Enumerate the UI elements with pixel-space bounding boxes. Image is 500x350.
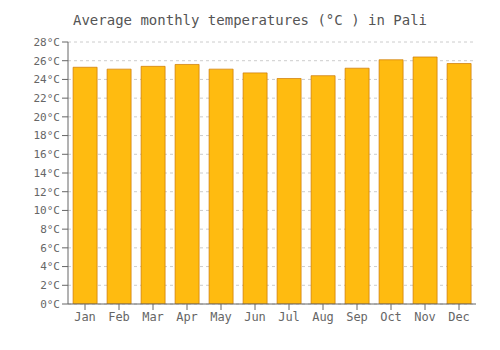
html-text:Average monthly temperatures (: Average monthly temperatures (°C ) in Pa… [73, 12, 427, 28]
svg-text:Jul: Jul [278, 310, 300, 324]
svg-text:4°C: 4°C [40, 260, 60, 273]
svg-text:8°C: 8°C [40, 223, 60, 236]
svg-text:28°C: 28°C [34, 36, 61, 49]
svg-text:Apr: Apr [176, 310, 198, 324]
svg-text:6°C: 6°C [40, 242, 60, 255]
svg-text:14°C: 14°C [34, 167, 61, 180]
svg-text:Aug: Aug [312, 310, 334, 324]
svg-text:Jan: Jan [74, 310, 96, 324]
svg-text:May: May [210, 310, 232, 324]
svg-text:20°C: 20°C [34, 111, 61, 124]
svg-text:Jun: Jun [244, 310, 266, 324]
svg-text:Oct: Oct [380, 310, 402, 324]
svg-text:Dec: Dec [448, 310, 470, 324]
svg-text:16°C: 16°C [34, 148, 61, 161]
svg-text:Nov: Nov [414, 310, 436, 324]
svg-text:Feb: Feb [108, 310, 130, 324]
svg-text:0°C: 0°C [40, 298, 60, 311]
svg-text:10°C: 10°C [34, 204, 61, 217]
svg-text:12°C: 12°C [34, 186, 61, 199]
svg-text:2°C: 2°C [40, 279, 60, 292]
svg-text:18°C: 18°C [34, 129, 61, 142]
svg-text:26°C: 26°C [34, 55, 61, 68]
svg-text:Sep: Sep [346, 310, 368, 324]
svg-text:22°C: 22°C [34, 92, 61, 105]
svg-text:Mar: Mar [142, 310, 164, 324]
svg-text:24°C: 24°C [34, 73, 61, 86]
